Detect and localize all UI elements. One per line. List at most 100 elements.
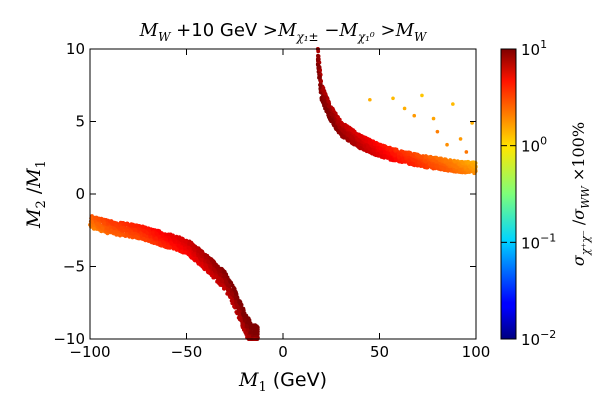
data-point [141, 225, 146, 230]
data-point [222, 286, 226, 291]
data-point [394, 147, 399, 152]
y-tick-label: 5 [75, 113, 85, 131]
data-point [342, 131, 347, 135]
cb-label-slash: / [569, 219, 588, 230]
x-tick-label: −50 [171, 343, 203, 361]
data-point [145, 231, 149, 235]
data-point [169, 241, 174, 246]
data-point [421, 164, 426, 169]
data-point [183, 250, 187, 255]
data-point [132, 231, 137, 236]
data-point [414, 153, 419, 157]
data-point [419, 155, 424, 160]
data-point [112, 230, 116, 234]
x-tick-label: 50 [370, 343, 389, 361]
colorbar-tick-label: 100 [521, 135, 547, 156]
data-point-sparse [451, 102, 455, 106]
data-point [357, 138, 361, 143]
data-point [236, 308, 241, 313]
data-point [91, 226, 96, 231]
x-tick-label: 0 [278, 343, 288, 361]
data-point [199, 251, 204, 256]
data-point [208, 264, 213, 269]
data-point [230, 283, 235, 288]
data-point [150, 231, 155, 236]
data-point [179, 238, 184, 243]
data-point [385, 146, 390, 150]
data-point-sparse [402, 106, 407, 111]
title-w2-sub: W [414, 30, 428, 44]
x-axis-ticks: −100 −50 0 50 100 [69, 49, 490, 361]
data-point [329, 112, 334, 117]
data-point [327, 104, 331, 109]
data-point [241, 322, 245, 327]
data-point [108, 219, 112, 224]
data-point-sparse [368, 97, 372, 102]
data-point [228, 280, 233, 285]
data-point [316, 49, 321, 54]
data-point [222, 273, 227, 278]
data-point [211, 267, 216, 271]
data-point [238, 315, 242, 320]
data-point [339, 132, 343, 137]
data-point [186, 251, 191, 256]
data-point [206, 259, 211, 264]
x-axis-label: M1 (GeV) [238, 369, 327, 395]
data-point [252, 325, 257, 330]
x-tick-label: 100 [462, 343, 491, 361]
data-point [331, 121, 336, 126]
data-point [152, 241, 156, 246]
data-point [458, 168, 462, 172]
data-point [364, 139, 369, 144]
data-point [93, 216, 97, 220]
data-point [411, 154, 416, 158]
data-point [90, 220, 94, 224]
data-point [216, 276, 221, 281]
data-point [239, 318, 244, 323]
data-point [367, 146, 372, 151]
data-point [329, 118, 334, 122]
data-point [187, 241, 192, 246]
title-w-sub: W [158, 30, 172, 44]
data-point [237, 300, 242, 305]
data-point-sparse [435, 129, 440, 134]
data-point [234, 291, 238, 296]
data-point [337, 125, 342, 130]
data-point [341, 134, 346, 139]
data-point [157, 241, 162, 246]
title-chargino-sub: χ₁± [295, 30, 318, 44]
data-point [196, 252, 201, 256]
data-point-sparse [464, 150, 469, 154]
chart-title: MW +10 GeV >Mχ₁± −Mχ₁⁰ >MW [139, 20, 428, 44]
data-point [121, 233, 126, 238]
data-point [226, 283, 231, 288]
y-tick-label: −5 [63, 258, 85, 276]
data-point [109, 228, 113, 233]
data-point [141, 236, 146, 241]
data-point [388, 148, 393, 152]
data-point [223, 277, 227, 282]
y-axis-label: M2 /M1 [23, 160, 49, 229]
data-point [379, 150, 383, 155]
data-point [358, 146, 363, 150]
data-point [130, 231, 135, 236]
data-point [390, 151, 395, 156]
data-point [467, 165, 472, 169]
data-point [378, 146, 383, 151]
data-point [133, 227, 138, 232]
data-point [205, 269, 210, 274]
data-point [447, 161, 452, 166]
data-point [378, 154, 383, 159]
data-point [239, 303, 244, 308]
data-point [100, 226, 105, 231]
data-point [232, 287, 237, 292]
data-point [124, 223, 128, 227]
data-point [340, 128, 345, 133]
data-point [194, 257, 199, 262]
data-point [437, 158, 442, 163]
data-point [316, 58, 321, 62]
data-point [246, 319, 251, 323]
cb-label-percent: ×100% [569, 122, 588, 186]
y-axis-ticks: −10 −5 0 5 10 [53, 40, 476, 348]
data-point-sparse [412, 113, 417, 118]
